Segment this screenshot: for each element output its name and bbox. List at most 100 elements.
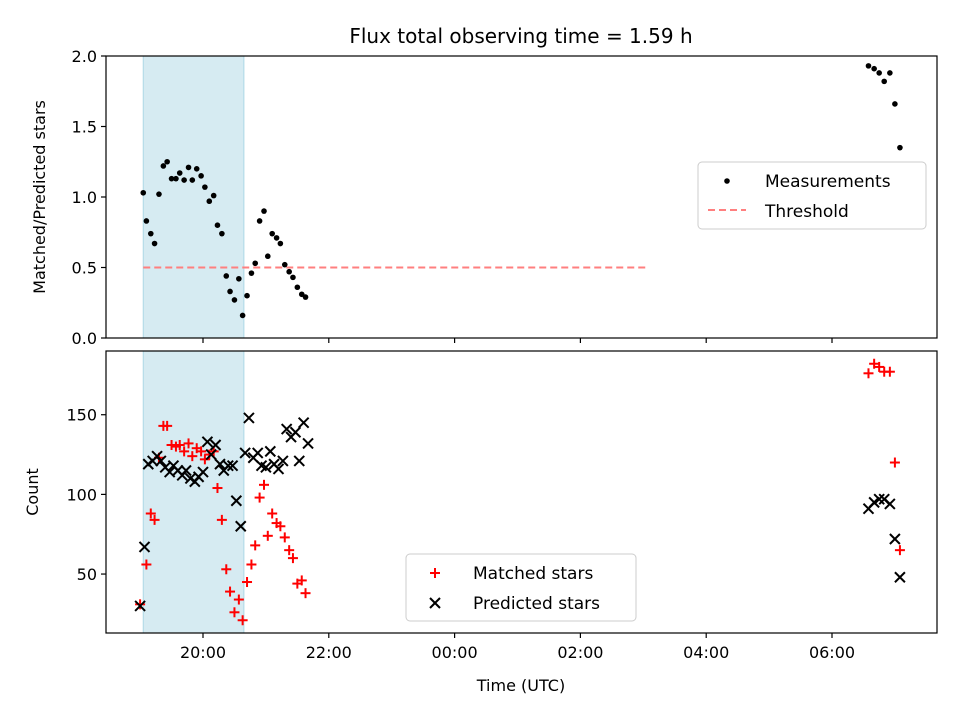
measurement-point (897, 144, 903, 151)
observing-span-shade (142, 56, 245, 338)
measurement-point (887, 70, 893, 76)
measurement-point (160, 163, 167, 169)
predicted-star-point (243, 412, 255, 424)
x-b (889, 533, 901, 545)
predicted-star-point (873, 493, 885, 505)
axes-frame (105, 350, 938, 634)
matched-star-point (889, 457, 900, 468)
y-axis-label: Count (23, 468, 42, 516)
matched-star-point (300, 588, 311, 599)
measurement-point (181, 177, 187, 183)
y-tick-label: 1.5 (72, 118, 97, 137)
measurement-point (227, 288, 233, 295)
measurement-point (185, 164, 192, 171)
x-b (277, 455, 289, 467)
x-b (209, 439, 222, 451)
predicted-star-point (252, 447, 264, 459)
x-b (894, 571, 906, 583)
measurement-point (219, 230, 225, 237)
measurement-point (202, 184, 208, 190)
plot-area (140, 56, 903, 338)
y-axis-label: Matched/Predicted stars (30, 100, 49, 294)
y-tick-label: 100 (66, 485, 97, 504)
measurement-point (151, 240, 158, 247)
x-tick-label: 06:00 (809, 643, 855, 662)
x-b (878, 493, 890, 505)
chart-title: Flux total observing time = 1.59 h (349, 24, 692, 48)
measurement-point (164, 158, 170, 165)
x-tick-label: 02:00 (557, 643, 603, 662)
matched-star-point (430, 568, 440, 578)
x-b (222, 460, 234, 472)
measurement-point (277, 240, 284, 247)
x-tick-label: 22:00 (306, 643, 352, 662)
measurement-point (261, 208, 267, 214)
y-tick-label: 0.0 (72, 329, 97, 348)
matched-star-point (254, 492, 265, 503)
matched-star-point (259, 479, 270, 490)
measurement-point (252, 260, 259, 267)
predicted-star-point (884, 498, 896, 510)
legend-label-threshold: Threshold (764, 202, 849, 222)
measurement-point (294, 284, 301, 291)
x-b (197, 466, 209, 478)
matched-star-point (275, 521, 286, 532)
top-panel: 0.0 0.5 1.0 1.5 2.0 Matched/Predicted stars Me… (30, 47, 938, 348)
predicted-star-point (302, 437, 314, 450)
x-b (272, 463, 285, 475)
measurement-point (236, 275, 242, 282)
predicted-star-point (239, 447, 251, 459)
predicted-star-point (894, 571, 906, 583)
matched-star-point (179, 446, 190, 457)
measurement-point (281, 261, 288, 268)
legend-top: Measurements Threshold (697, 161, 927, 230)
measurement-point (256, 218, 263, 224)
measurement-point (239, 312, 246, 319)
matched-star-point (149, 514, 160, 525)
matched-star-point (869, 358, 880, 369)
x-b (230, 495, 243, 507)
x-b (201, 436, 214, 448)
y-tick-label: 2.0 (72, 47, 97, 66)
measurement-point (140, 189, 147, 196)
x-b (873, 493, 885, 505)
matched-star-point (216, 514, 227, 525)
matched-star-point (196, 446, 207, 457)
measurement-point (248, 270, 255, 276)
measurement-point (168, 175, 175, 182)
measurement-point (143, 218, 150, 224)
matched-star-point (233, 594, 244, 605)
matched-star-point (174, 440, 185, 450)
matched-star-point (229, 607, 240, 618)
measurement-point (269, 230, 275, 237)
matched-star-point (145, 508, 156, 519)
x-b (297, 416, 310, 429)
x-b (205, 448, 217, 461)
measurement-point (156, 191, 162, 197)
measurement-point (273, 235, 280, 241)
x-b (260, 461, 272, 474)
plot-area (134, 351, 906, 633)
predicted-star-point (889, 533, 901, 545)
matched-star-point (246, 559, 257, 570)
matched-star-point (183, 438, 194, 449)
x-b (163, 466, 176, 478)
measurement-point (193, 166, 200, 172)
predicted-star-point (297, 416, 310, 429)
legend-marker-measurements (724, 178, 730, 184)
predicted-star-point (293, 455, 305, 467)
predicted-star-point (235, 520, 247, 532)
predicted-star-point (209, 439, 222, 451)
measurement-point (876, 70, 882, 76)
x-b (239, 447, 251, 459)
y-tick-label: 50 (77, 565, 97, 584)
matched-star-point (141, 559, 152, 570)
measurement-point (206, 198, 213, 205)
legend-box (405, 553, 637, 622)
x-tick-label: 00:00 (432, 643, 478, 662)
matched-star-point (199, 454, 210, 465)
predicted-star-point (289, 426, 302, 438)
observing-span-shade (142, 351, 245, 633)
y-tick-label: 1.0 (72, 188, 97, 207)
